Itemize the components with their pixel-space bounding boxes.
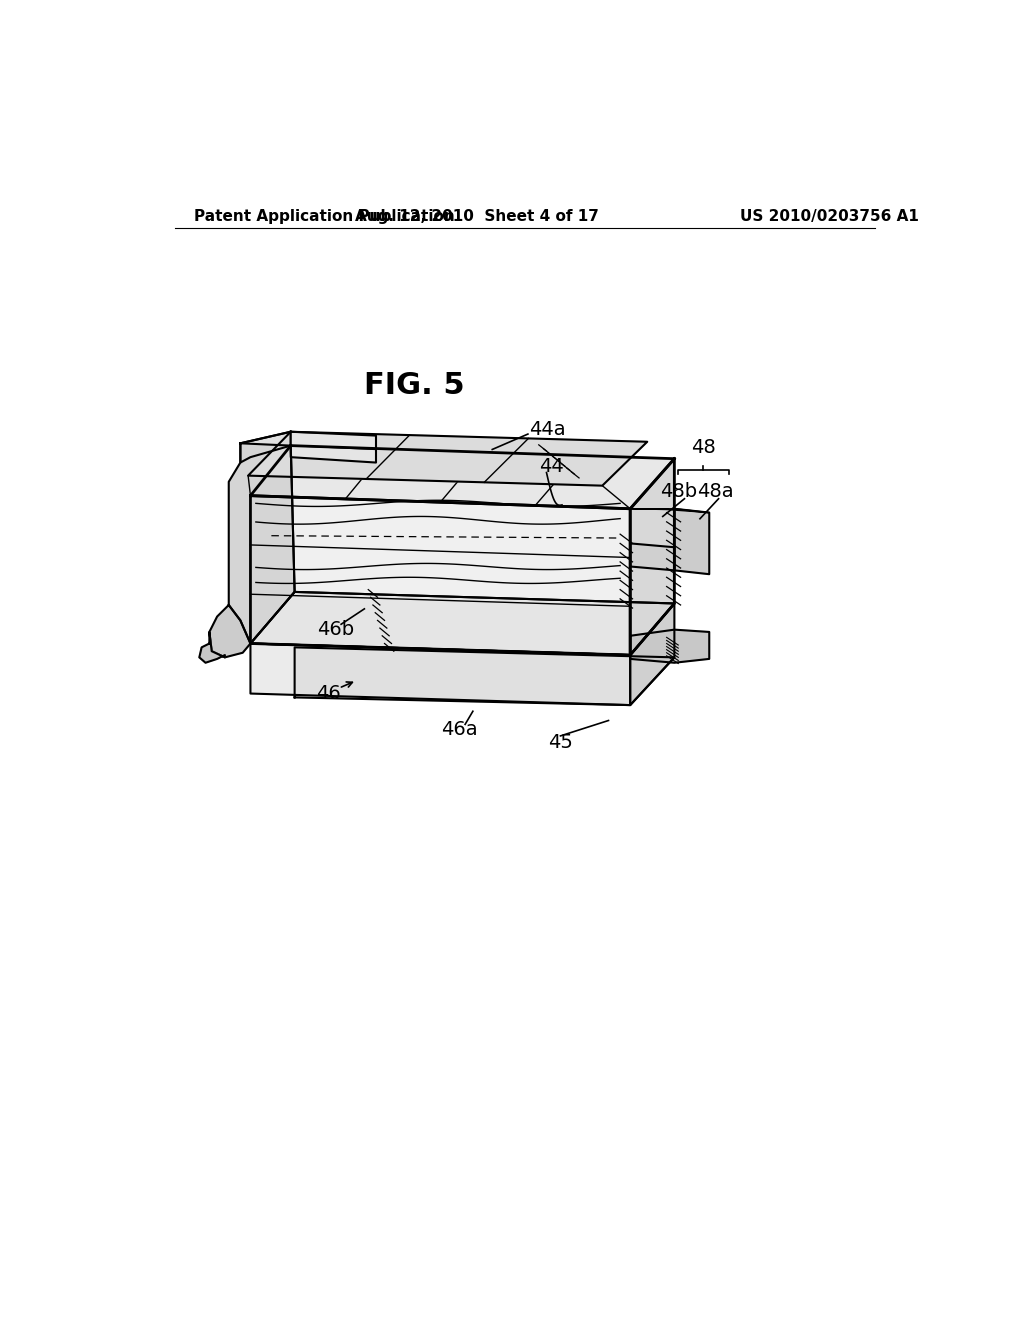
Text: Aug. 12, 2010  Sheet 4 of 17: Aug. 12, 2010 Sheet 4 of 17 — [354, 209, 599, 223]
Polygon shape — [251, 446, 675, 508]
Text: FIG. 5: FIG. 5 — [365, 371, 465, 400]
Polygon shape — [295, 647, 675, 705]
Polygon shape — [228, 444, 295, 644]
Polygon shape — [251, 496, 630, 655]
Text: 48a: 48a — [697, 482, 734, 500]
Text: 45: 45 — [548, 733, 572, 751]
Polygon shape — [200, 632, 225, 663]
Text: 44: 44 — [539, 457, 563, 477]
Polygon shape — [209, 605, 251, 657]
Polygon shape — [630, 459, 675, 655]
Polygon shape — [251, 591, 675, 655]
Polygon shape — [291, 432, 376, 462]
Polygon shape — [251, 644, 630, 705]
Polygon shape — [675, 508, 710, 574]
Polygon shape — [630, 508, 710, 512]
Text: 46a: 46a — [441, 721, 478, 739]
Text: 46: 46 — [315, 684, 340, 704]
Polygon shape — [630, 603, 675, 705]
Polygon shape — [630, 544, 675, 570]
Polygon shape — [241, 432, 291, 462]
Polygon shape — [248, 432, 647, 486]
Polygon shape — [630, 630, 710, 663]
Text: US 2010/0203756 A1: US 2010/0203756 A1 — [740, 209, 920, 223]
Text: 44a: 44a — [529, 420, 566, 440]
Text: 48b: 48b — [659, 482, 696, 500]
Polygon shape — [251, 591, 675, 655]
Text: Patent Application Publication: Patent Application Publication — [194, 209, 455, 223]
Text: 48: 48 — [690, 438, 716, 457]
Text: 46b: 46b — [317, 620, 354, 639]
